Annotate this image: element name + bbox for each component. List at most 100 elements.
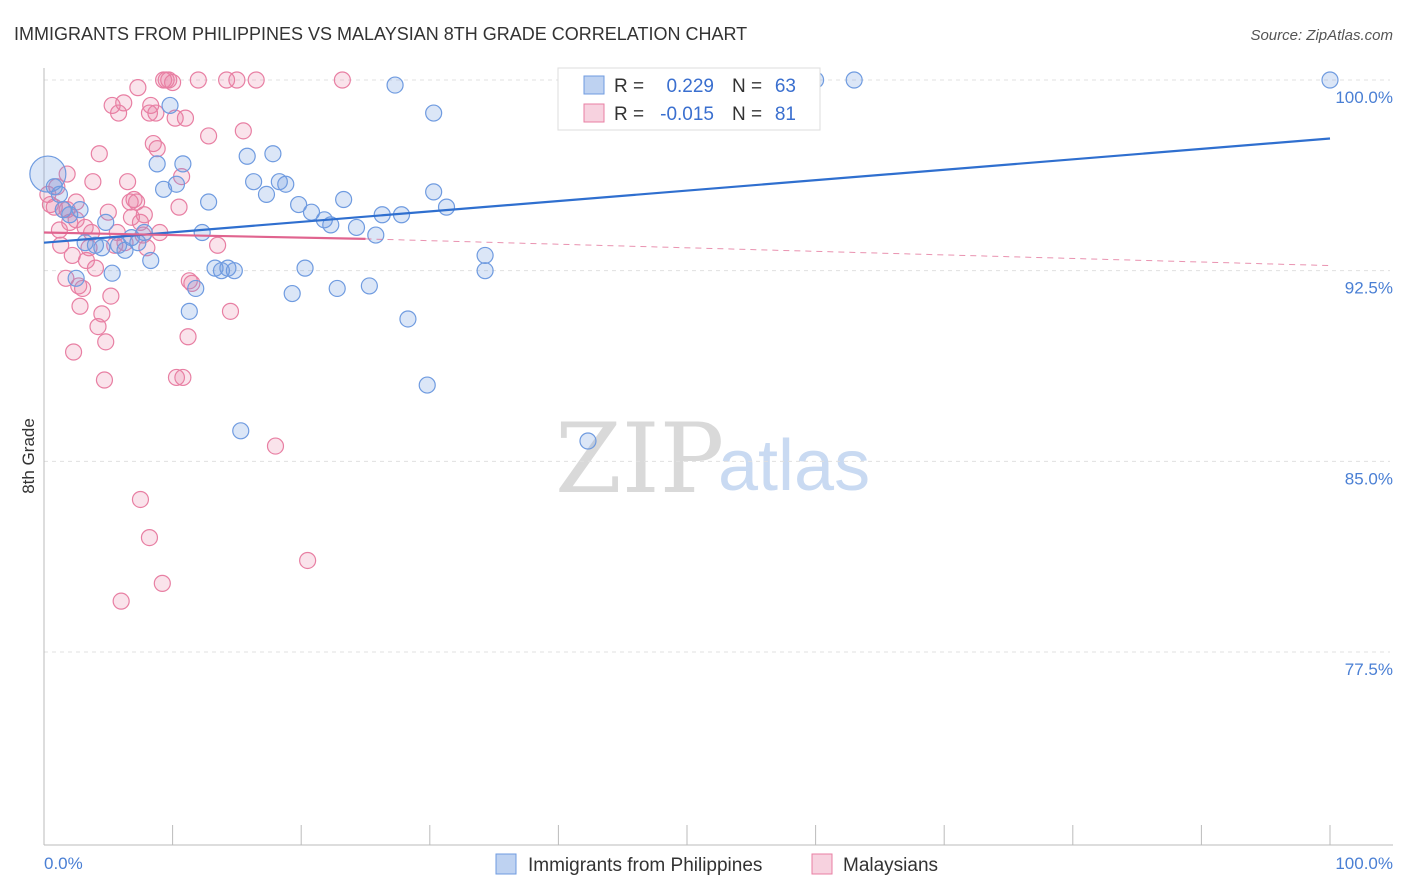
x-tick-label-max: 100.0% [1335, 854, 1393, 873]
malaysians-point [73, 279, 92, 298]
philippines-point [50, 185, 69, 203]
malaysians-point [58, 165, 76, 183]
philippines-point [283, 284, 301, 303]
legend-r-label-2: R = [614, 104, 644, 125]
malaysians-point [90, 145, 108, 163]
philippines-point [135, 223, 153, 242]
malaysians-point [200, 127, 218, 145]
philippines-point [187, 279, 205, 298]
bottom-legend-swatch-malaysians [811, 853, 833, 875]
philippines-point [277, 175, 295, 193]
philippines-point [322, 216, 340, 234]
malaysians-point [102, 287, 120, 305]
y-tick-labels: 77.5% 85.0% 92.5% 100.0% [1335, 88, 1393, 679]
watermark-zip: ZIP [555, 403, 724, 515]
malaysians-point [148, 140, 166, 158]
malaysians-point [234, 122, 252, 140]
malaysians-point [109, 104, 128, 122]
legend-n-value-2: 81 [775, 104, 796, 125]
legend-r-label-1: R = [614, 76, 644, 97]
philippines-point [360, 277, 378, 295]
stats-legend: R = 0.229 N = 63 R = -0.015 N = 81 [557, 67, 821, 131]
philippines-point [476, 262, 494, 280]
malaysians-point [84, 173, 102, 191]
philippines-point [367, 226, 385, 244]
philippines-point [418, 376, 436, 394]
malaysians-point [174, 368, 192, 387]
philippines-point [97, 213, 115, 231]
y-tick-label: 100.0% [1335, 88, 1393, 107]
philippines-point [232, 422, 250, 440]
bottom-legend-label-malaysians: Malaysians [843, 855, 938, 876]
philippines-point [142, 251, 160, 270]
philippines-point [180, 302, 198, 320]
malaysians-point [153, 574, 171, 592]
malaysians-point [209, 236, 227, 254]
malaysians-point [131, 490, 150, 509]
philippines-point [335, 190, 353, 209]
malaysians-trend-extension [365, 238, 1331, 267]
malaysians-point [89, 317, 107, 336]
malaysians-point [189, 71, 207, 89]
philippines-point [437, 198, 456, 216]
philippines-point [71, 201, 89, 219]
legend-swatch-pink [583, 103, 605, 123]
chart-title: IMMIGRANTS FROM PHILIPPINES VS MALAYSIAN… [14, 24, 747, 44]
x-tick-labels: 0.0% 100.0% [44, 854, 1393, 873]
malaysians-point [129, 79, 147, 97]
philippines-point [67, 269, 85, 287]
malaysians-point [125, 190, 143, 209]
malaysians-point [140, 528, 159, 547]
philippines-point [290, 195, 308, 214]
malaysians-point [176, 109, 195, 127]
malaysians-point [97, 333, 115, 351]
axes [43, 68, 1393, 846]
malaysians-point [147, 104, 165, 122]
philippines-point [579, 432, 597, 450]
y-tick-label: 77.5% [1345, 660, 1393, 679]
philippines-point [257, 185, 276, 203]
source-text: Source: ZipAtlas.com [1250, 27, 1393, 44]
philippines-point [399, 310, 417, 328]
bottom-legend-label-philippines: Immigrants from Philippines [528, 855, 762, 876]
malaysians-point [118, 173, 137, 191]
y-tick-label: 85.0% [1345, 469, 1393, 488]
philippines-point [93, 239, 111, 257]
malaysians-point [333, 71, 351, 89]
philippines-points [29, 71, 1339, 450]
philippines-point [148, 155, 166, 173]
philippines-point [238, 147, 256, 165]
y-axis-label: 8th Grade [19, 418, 38, 494]
philippines-point [264, 145, 282, 163]
philippines-point [425, 183, 443, 201]
malaysians-trend-line [43, 231, 366, 240]
philippines-point [103, 264, 121, 282]
watermark: ZIP atlas [555, 403, 870, 515]
philippines-point [193, 223, 211, 242]
malaysians-point [93, 305, 111, 323]
philippines-point [225, 262, 243, 280]
malaysians-point [95, 371, 114, 389]
malaysians-point [112, 592, 130, 610]
philippines-point [347, 218, 366, 237]
philippines-point [154, 180, 173, 198]
philippines-point [386, 76, 404, 94]
malaysians-point [170, 198, 188, 216]
malaysians-point [135, 206, 153, 224]
legend-n-label-1: N = [732, 76, 762, 97]
malaysians-point [86, 259, 105, 277]
malaysians-point [64, 343, 83, 361]
malaysians-point [71, 297, 89, 315]
philippines-point [174, 155, 192, 173]
watermark-atlas: atlas [718, 426, 870, 506]
y-tick-label: 92.5% [1345, 279, 1393, 298]
gridlines [44, 79, 1390, 653]
philippines-point [167, 175, 186, 193]
malaysians-point [266, 437, 285, 455]
philippines-point [296, 259, 314, 277]
philippines-point [328, 279, 346, 298]
legend-r-value-1: 0.229 [666, 76, 714, 97]
philippines-point [425, 104, 443, 122]
philippines-point [61, 206, 79, 224]
stats-legend-box [557, 67, 821, 131]
